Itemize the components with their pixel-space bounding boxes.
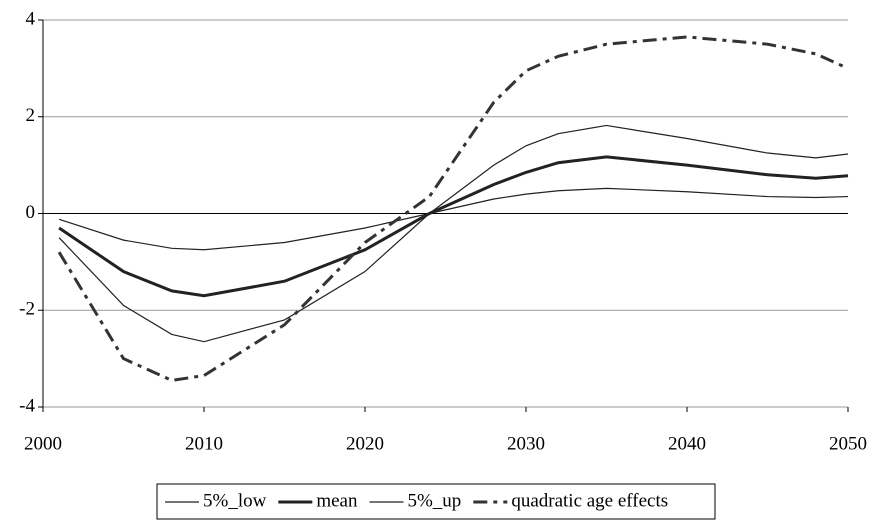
y-tick-label: 4 bbox=[26, 8, 36, 29]
x-tick-label: 2000 bbox=[24, 433, 62, 454]
x-tick-label: 2020 bbox=[346, 433, 384, 454]
legend-label: mean bbox=[316, 490, 358, 511]
x-tick-label: 2030 bbox=[507, 433, 545, 454]
series-line bbox=[57, 35, 849, 382]
legend-label: quadratic age effects bbox=[511, 490, 668, 511]
y-tick-label: 2 bbox=[26, 105, 36, 126]
series-line bbox=[58, 187, 849, 251]
y-tick-label: -4 bbox=[19, 395, 35, 416]
legend-label: 5%_up bbox=[407, 490, 461, 511]
series-line bbox=[58, 155, 849, 298]
series-line bbox=[58, 124, 849, 343]
x-tick-label: 2050 bbox=[829, 433, 867, 454]
legend-box bbox=[156, 483, 716, 520]
x-tick-label: 2010 bbox=[185, 433, 223, 454]
x-tick-label: 2040 bbox=[668, 433, 706, 454]
y-tick-label: 0 bbox=[26, 202, 36, 223]
legend: 5%_low mean 5%_up quadratic age effects bbox=[156, 483, 716, 520]
legend-label: 5%_low bbox=[203, 490, 267, 511]
y-tick-label: -2 bbox=[19, 299, 35, 320]
